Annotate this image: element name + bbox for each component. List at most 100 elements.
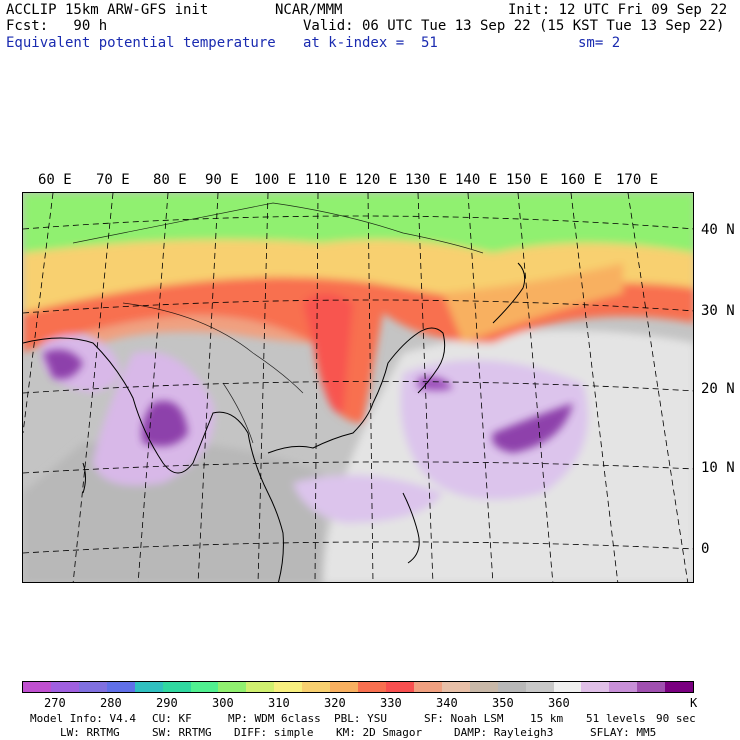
k-index-label: at k-index = 51 [303, 35, 438, 51]
wpac-core [492, 403, 573, 453]
graticule [23, 193, 693, 582]
scs-purple [293, 475, 443, 523]
china-coast [267, 327, 446, 454]
footer-damp: DAMP: Rayleigh3 [454, 726, 554, 739]
organization-label: NCAR/MMM [275, 2, 343, 18]
lon-line [367, 193, 374, 582]
lon-label: 140 E [455, 172, 498, 188]
colorbar-swatch [23, 682, 51, 692]
lon-line [570, 193, 619, 582]
lon-line [314, 193, 319, 582]
colorbar-label: 270 [44, 696, 66, 710]
lon-label: 110 E [305, 172, 348, 188]
colorbar-label: 350 [492, 696, 514, 710]
smoothing-label: sm= 2 [578, 35, 621, 51]
colorbar-label: 340 [436, 696, 458, 710]
lon-label: 100 E [254, 172, 297, 188]
field-name: Equivalent potential temperature [6, 35, 276, 51]
colorbar-swatch [441, 682, 470, 692]
lon-label: 120 E [355, 172, 398, 188]
lat-line [23, 215, 693, 230]
forecast-hour: Fcst: 90 h [6, 18, 108, 34]
china-red-plume [303, 293, 353, 414]
arabian-core [43, 349, 83, 379]
colorbar-swatch [274, 682, 303, 692]
colorbar-swatch [330, 682, 359, 692]
lat-line [23, 461, 693, 474]
lat-line [23, 541, 693, 554]
lon-line [417, 193, 434, 582]
wpac-core-2 [418, 376, 453, 391]
lat-label: 0 [701, 541, 710, 557]
lon-line [517, 193, 554, 582]
lat-label: 40 N [701, 222, 735, 238]
colorbar-swatch [50, 682, 79, 692]
colorbar-label: 310 [268, 696, 290, 710]
lat-line [23, 299, 693, 314]
footer-sflay: SFLAY: MM5 [590, 726, 657, 739]
colorbar-label: 280 [100, 696, 122, 710]
bengal-core [141, 401, 188, 447]
colorbar-label: 360 [548, 696, 570, 710]
lon-line [197, 193, 219, 582]
philippines-coast [402, 492, 420, 564]
lon-label: 80 E [153, 172, 187, 188]
colorbar-swatch [78, 682, 107, 692]
colorbar-label: 300 [212, 696, 234, 710]
lon-label: 70 E [96, 172, 130, 188]
lat-line [23, 381, 693, 394]
colorbar-swatch [134, 682, 163, 692]
colorbar-swatch [246, 682, 275, 692]
lon-label: 170 E [616, 172, 659, 188]
lon-line [467, 193, 494, 582]
colorbar-swatch [525, 682, 554, 692]
border-north [72, 202, 484, 254]
colorbar [22, 681, 694, 693]
footer-levels: 51 levels [586, 712, 646, 725]
colorbar-swatch [497, 682, 526, 692]
colorbar-swatch [469, 682, 498, 692]
wpac-purple [400, 360, 588, 500]
north-green-band [23, 193, 693, 253]
lon-label: 150 E [506, 172, 549, 188]
indian-ocean-field [23, 441, 323, 582]
border-myanmar [222, 382, 254, 444]
footer-sf: SF: Noah LSM [424, 712, 504, 725]
colorbar-swatch [358, 682, 386, 692]
theta-e-field [23, 193, 693, 582]
colorbar-swatch [106, 682, 135, 692]
footer-mp: MP: WDM 6class [228, 712, 321, 725]
south-asia-coast [23, 337, 284, 582]
lon-label: 90 E [205, 172, 239, 188]
colorbar-swatch [553, 682, 582, 692]
colorbar-swatch [385, 682, 414, 692]
lon-line [137, 193, 169, 582]
lat-label: 30 N [701, 303, 735, 319]
footer-km: KM: 2D Smagor [336, 726, 423, 739]
init-time: Init: 12 UTC Fri 09 Sep 22 [508, 2, 728, 18]
model-title: ACCLIP 15km ARW-GFS init [6, 2, 209, 18]
colorbar-swatch [637, 682, 666, 692]
lat-label: 20 N [701, 381, 735, 397]
colorbar-label: 320 [324, 696, 346, 710]
colorbar-swatch [581, 682, 610, 692]
colorbar-swatch [302, 682, 331, 692]
lon-line [257, 193, 269, 582]
footer-lw: LW: RRTMG [60, 726, 120, 739]
lon-label: 60 E [38, 172, 72, 188]
tibet-salmon [83, 315, 313, 343]
border-himalaya [122, 302, 304, 394]
colorbar-swatch [665, 682, 694, 692]
colorbar-swatch [609, 682, 638, 692]
footer-model-info: Model Info: V4.4 [30, 712, 136, 725]
lon-line [72, 193, 114, 582]
colorbar-label: 330 [380, 696, 402, 710]
footer-timestep: 90 sec [656, 712, 696, 725]
japan-coast [492, 262, 526, 324]
country-borders [72, 202, 484, 444]
footer-sw: SW: RRTMG [152, 726, 212, 739]
colorbar-swatch [162, 682, 191, 692]
map-panel [22, 192, 694, 583]
sri-lanka-coast [82, 462, 86, 494]
valid-time: Valid: 06 UTC Tue 13 Sep 22 (15 KST Tue … [303, 18, 725, 34]
